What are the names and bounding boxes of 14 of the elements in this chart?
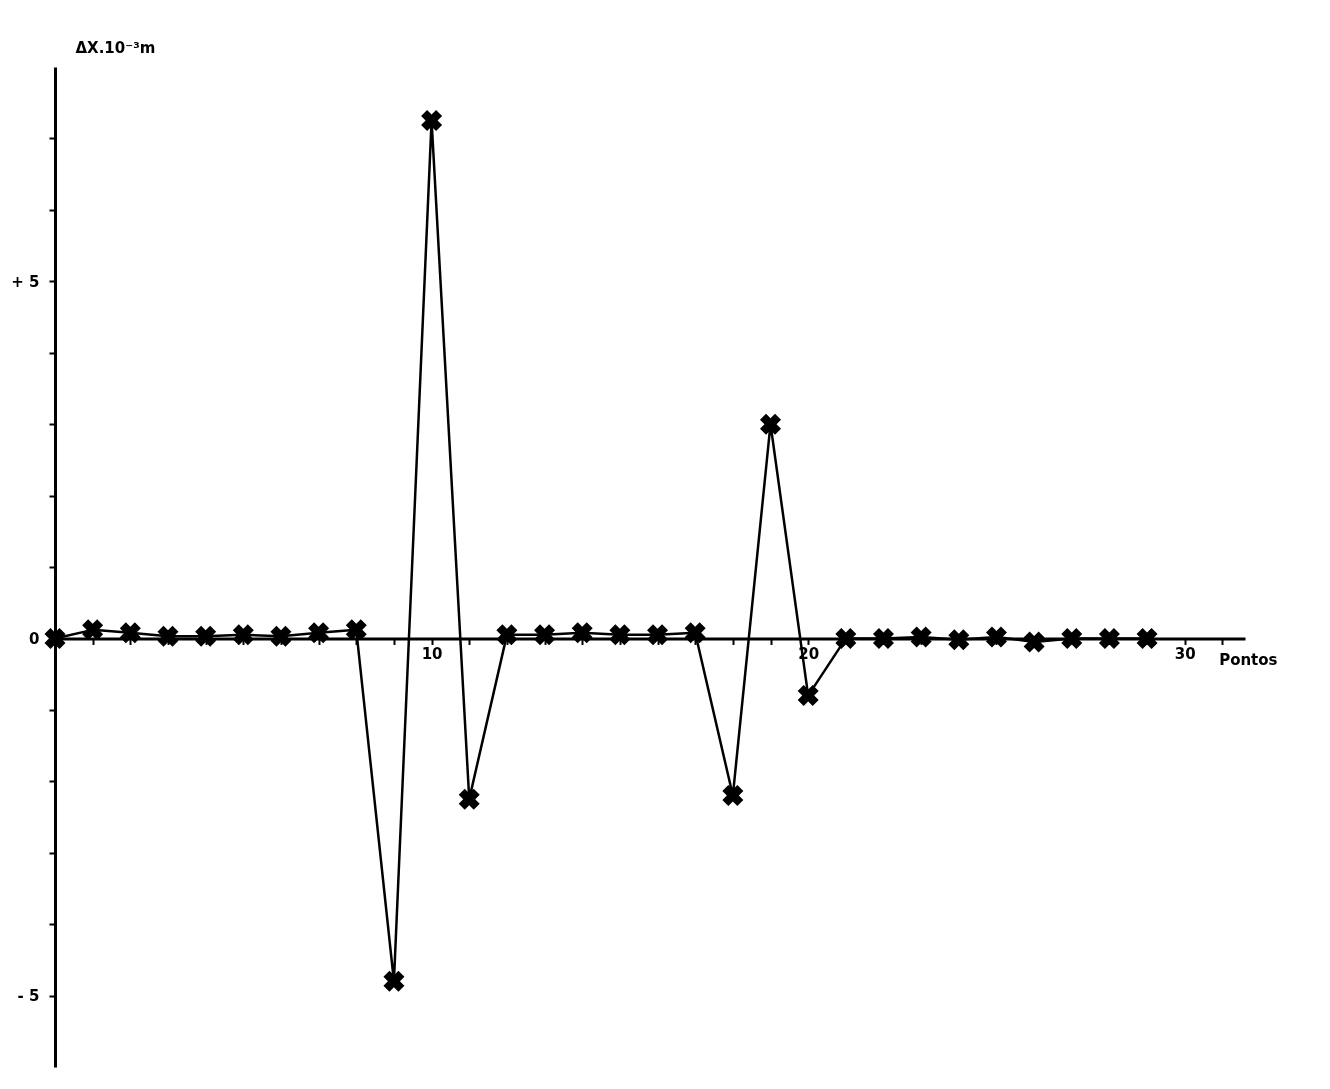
y-tick-label: - 5 (17, 987, 40, 1006)
point (797, 685, 819, 707)
x-tick-label: 30 (1174, 644, 1196, 663)
point (722, 785, 744, 807)
y-axis-title: ΔX.10⁻³m (75, 38, 156, 57)
point (760, 413, 782, 435)
y-tick-label: 0 (29, 629, 40, 648)
point (421, 110, 443, 132)
x-axis-title: Pontos (1219, 650, 1278, 669)
point (383, 970, 405, 992)
point (44, 627, 66, 649)
x-tick-label: 10 (421, 644, 443, 663)
point (458, 788, 480, 810)
y-tick-label: + 5 (11, 272, 40, 291)
